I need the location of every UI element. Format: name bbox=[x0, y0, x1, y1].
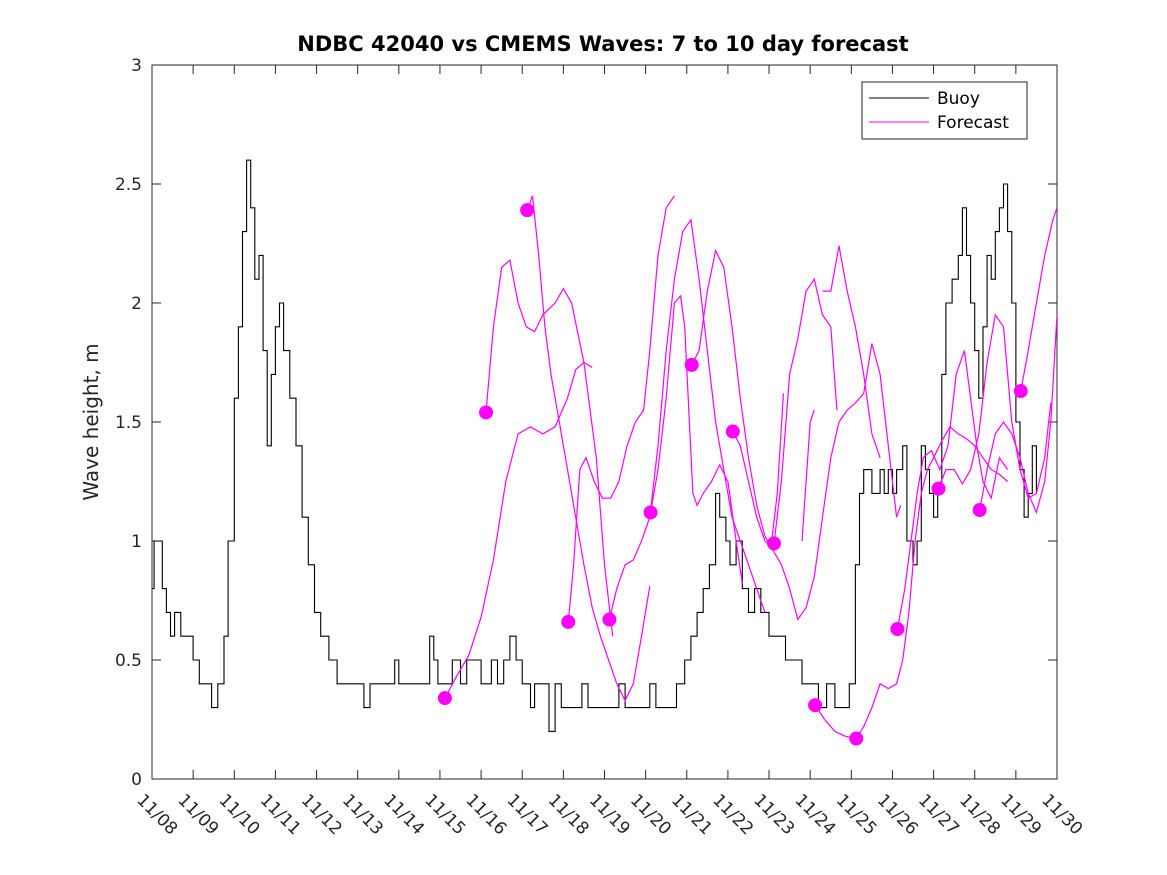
forecast-run-line bbox=[896, 350, 1009, 630]
y-tick-label: 0.5 bbox=[115, 651, 142, 671]
forecast-start-marker bbox=[766, 536, 781, 551]
forecast-start-marker bbox=[849, 731, 864, 746]
forecast-run-line bbox=[732, 393, 784, 547]
forecast-start-marker bbox=[437, 691, 452, 706]
forecast-start-marker bbox=[808, 698, 823, 713]
forecast-run-line bbox=[485, 259, 614, 637]
plot-area: 11/0811/0911/1011/1111/1211/1311/1411/15… bbox=[115, 56, 1086, 839]
forecast-run-line bbox=[801, 409, 815, 542]
forecast-start-marker bbox=[931, 481, 946, 496]
forecast-start-marker bbox=[520, 203, 535, 218]
forecast-run-line bbox=[444, 361, 593, 699]
y-tick-label: 0 bbox=[131, 770, 142, 790]
y-tick-label: 2 bbox=[131, 294, 142, 314]
legend-buoy-label: Buoy bbox=[937, 89, 980, 109]
forecast-run-line bbox=[691, 248, 902, 621]
forecast-run-line bbox=[979, 314, 1057, 515]
y-axis-label: Wave height, m bbox=[79, 343, 103, 500]
y-tick-label: 3 bbox=[131, 56, 142, 76]
forecast-run-line bbox=[1020, 207, 1057, 392]
legend-forecast-label: Forecast bbox=[937, 113, 1009, 133]
forecast-start-marker bbox=[1013, 384, 1028, 399]
forecast-start-marker bbox=[725, 424, 740, 439]
forecast-run-line bbox=[608, 218, 766, 620]
forecast-run-line bbox=[773, 277, 838, 544]
axes-box bbox=[151, 64, 1058, 780]
forecast-start-marker bbox=[479, 405, 494, 420]
forecast-run-line bbox=[526, 195, 651, 702]
legend-box bbox=[861, 81, 1028, 140]
y-tick-label: 2.5 bbox=[115, 175, 142, 195]
forecast-start-marker bbox=[602, 612, 617, 627]
y-tick-label: 1.5 bbox=[115, 413, 142, 433]
forecast-start-marker bbox=[684, 357, 699, 372]
buoy-series-line bbox=[152, 159, 1037, 732]
forecast-start-marker bbox=[972, 503, 987, 518]
y-tick-label: 1 bbox=[131, 532, 142, 552]
forecast-start-marker bbox=[890, 622, 905, 637]
legend: Buoy Forecast bbox=[861, 81, 1028, 140]
forecast-start-marker bbox=[643, 505, 658, 520]
forecast-run-line bbox=[567, 195, 675, 622]
forecast-run-line bbox=[650, 294, 743, 584]
forecast-run-line bbox=[822, 245, 881, 458]
chart-title: NDBC 42040 vs CMEMS Waves: 7 to 10 day f… bbox=[297, 32, 908, 56]
forecast-run-line bbox=[937, 313, 1052, 500]
forecast-start-marker bbox=[561, 614, 576, 629]
